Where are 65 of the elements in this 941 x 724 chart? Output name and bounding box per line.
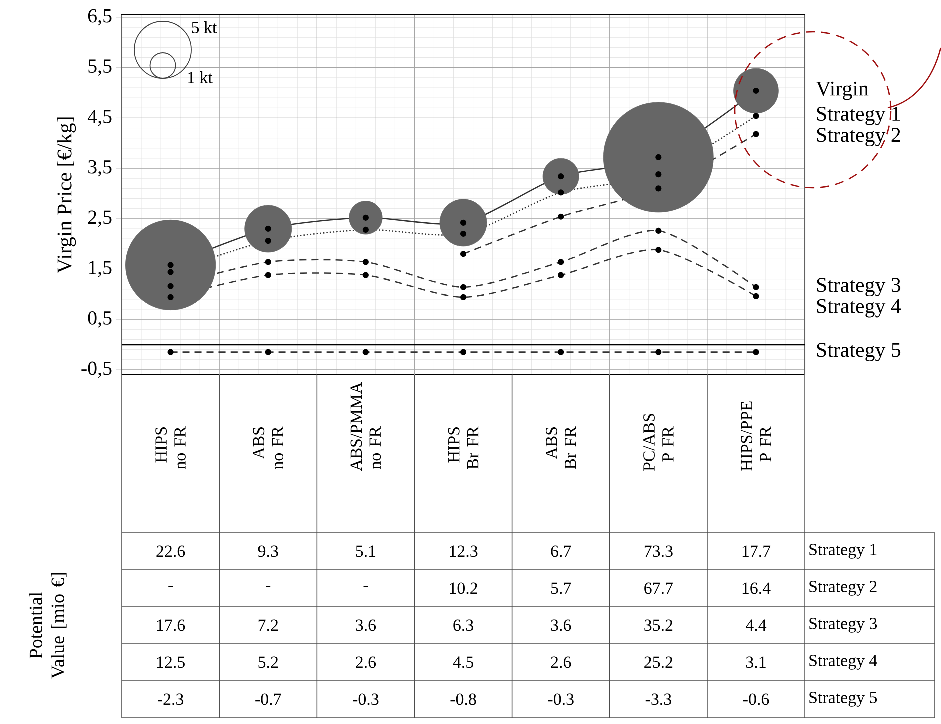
x-tick-label: HIPS/PPE P FR: [741, 402, 772, 472]
text: Strategy 2: [817, 128, 900, 147]
text: 10.2: [450, 582, 478, 594]
text: 2.6: [551, 656, 572, 668]
text: -0.3: [353, 694, 379, 706]
x-tick-label: ABS/PMMA no FR: [350, 382, 382, 472]
text: 25.2: [644, 656, 673, 668]
text: -0.3: [548, 694, 574, 706]
text: 5.2: [258, 656, 278, 668]
y-tick-label: 0,5: [88, 311, 112, 328]
y-tick-label: 1,5: [89, 261, 112, 278]
text: 16.4: [742, 582, 771, 594]
text: 4.5: [453, 656, 474, 668]
text: 9.3: [258, 546, 278, 558]
text: -3.3: [646, 694, 672, 706]
text: 73.3: [644, 546, 673, 558]
y-tick-label: 4,5: [88, 110, 112, 126]
text: 35.2: [644, 620, 673, 632]
text: -2.3: [158, 694, 184, 706]
text: -: [266, 586, 271, 588]
text: -: [168, 586, 174, 588]
text: 2.6: [356, 656, 376, 668]
text: -0.6: [743, 694, 770, 706]
text: -: [364, 586, 368, 588]
text: 7.2: [258, 620, 278, 632]
text: 17.7: [742, 546, 771, 558]
text: 5.7: [552, 582, 572, 594]
text: Strategy 3: [817, 278, 901, 297]
text: 12.3: [450, 546, 478, 558]
y-tick-label: 6,5: [88, 9, 112, 26]
legend-label: 5 kt: [192, 22, 218, 34]
text: Strategy 1: [810, 544, 877, 559]
x-tick-label: HIPS Br FR: [448, 426, 479, 470]
text: 4.4: [746, 620, 767, 632]
y-tick-label: 5,5: [88, 60, 112, 76]
text: 3.1: [746, 656, 766, 668]
legend-label: 1 kt: [188, 72, 213, 84]
text: 22.6: [156, 546, 186, 558]
text: 3.6: [356, 620, 376, 632]
text: 67.7: [644, 582, 674, 594]
text: 5.1: [356, 546, 376, 558]
text: Potential Value [mio €]: [29, 573, 67, 679]
x-tick-label: ABS Br FR: [546, 426, 576, 470]
text: 6.3: [454, 620, 474, 632]
text: Strategy 4: [810, 655, 878, 670]
text: Virgin: [816, 82, 869, 100]
text: Strategy 1: [817, 106, 900, 126]
text: -0.7: [256, 694, 282, 706]
x-tick-label: PC/ABS P FR: [644, 414, 674, 472]
text: Strategy 2: [810, 581, 877, 596]
y-tick-label: 3,5: [88, 160, 112, 177]
y-tick-label: 2,5: [88, 210, 112, 228]
text: Strategy 5: [817, 343, 901, 362]
text: 6.7: [551, 546, 572, 558]
x-tick-label: ABS no FR: [253, 426, 284, 470]
y-tick-label: -0,5: [82, 362, 112, 378]
text: 3.6: [551, 620, 572, 632]
text: 12.5: [157, 656, 185, 668]
y-axis-title: Virgin Price [€/kg]: [57, 118, 76, 274]
text: Strategy 4: [817, 299, 902, 318]
x-tick-label: HIPS no FR: [156, 426, 186, 470]
text: -0.8: [450, 694, 476, 706]
text: Strategy 5: [810, 692, 878, 707]
text: 17.6: [157, 620, 186, 632]
text: Strategy 3: [810, 618, 878, 633]
